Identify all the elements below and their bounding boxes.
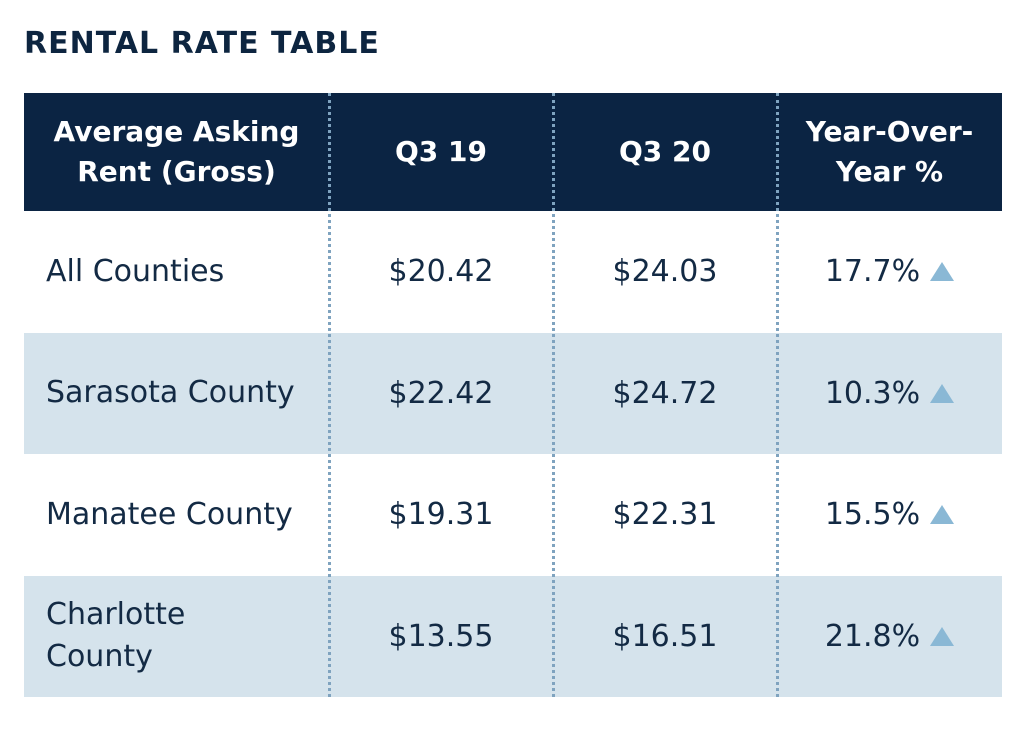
row-label: Sarasota County <box>46 375 295 411</box>
table-body: All Counties $20.42 $24.03 17.7% Sarasot… <box>24 211 1002 697</box>
yoy-value: 15.5% <box>824 497 921 533</box>
q3-19-value: $22.42 <box>388 375 494 411</box>
yoy-cell: 17.7% <box>777 211 1002 333</box>
yoy-value: 17.7% <box>824 254 921 290</box>
q3-20-value: $24.03 <box>612 254 718 290</box>
q3-20-value: $24.72 <box>612 375 718 411</box>
rental-rate-table: Average Asking Rent (Gross) Q3 19 Q3 20 … <box>24 93 1002 697</box>
column-header-q3-19: Q3 19 <box>395 135 487 168</box>
table-row: Manatee County $19.31 $22.31 15.5% <box>24 454 1002 576</box>
column-header-average-asking-rent: Average Asking Rent (Gross) <box>53 115 300 188</box>
q3-20-value: $22.31 <box>612 497 718 533</box>
column-divider <box>776 93 779 697</box>
q3-19-value: $20.42 <box>388 254 494 290</box>
table-header: Average Asking Rent (Gross) Q3 19 Q3 20 … <box>24 93 1002 211</box>
table-row: Sarasota County $22.42 $24.72 10.3% <box>24 332 1002 455</box>
column-divider <box>552 93 555 697</box>
q3-20-value: $16.51 <box>612 618 718 654</box>
yoy-cell: 21.8% <box>777 576 1002 698</box>
row-label: Manatee County <box>46 496 293 532</box>
yoy-cell: 10.3% <box>777 333 1002 455</box>
up-triangle-icon <box>930 505 955 525</box>
table-row: All Counties $20.42 $24.03 17.7% <box>24 211 1002 333</box>
table-row: Charlotte County $13.55 $16.51 21.8% <box>24 575 1002 698</box>
yoy-cell: 15.5% <box>777 454 1002 576</box>
up-triangle-icon <box>930 626 955 646</box>
q3-19-value: $13.55 <box>388 618 494 654</box>
yoy-value: 10.3% <box>824 375 921 411</box>
row-label: All Counties <box>46 253 225 289</box>
column-header-q3-20: Q3 20 <box>619 135 711 168</box>
page-title: RENTAL RATE TABLE <box>24 26 380 61</box>
q3-19-value: $19.31 <box>388 497 494 533</box>
up-triangle-icon <box>930 383 955 403</box>
row-label: Charlotte County <box>46 597 186 675</box>
yoy-value: 21.8% <box>824 618 921 654</box>
up-triangle-icon <box>930 262 955 282</box>
column-divider <box>328 93 331 697</box>
column-header-year-over-year: Year-Over- Year % <box>805 115 974 188</box>
